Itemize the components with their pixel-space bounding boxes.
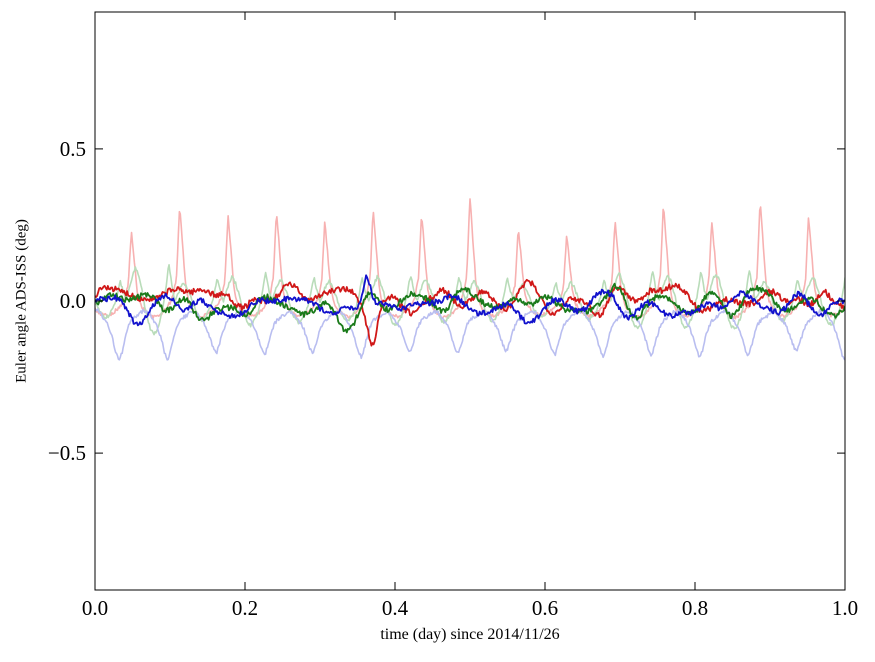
- series-line-bold-green: [95, 282, 845, 334]
- x-tick-label: 0.2: [232, 596, 258, 620]
- series-line-bold-blue: [95, 274, 845, 327]
- x-tick-label: 0.4: [382, 596, 409, 620]
- series-line-faint-blue: [95, 307, 845, 361]
- x-axis-label: time (day) since 2014/11/26: [380, 626, 560, 643]
- axis-ticks: [94, 12, 846, 590]
- series-group: [95, 198, 845, 361]
- y-axis-label: Euler angle ADS-ISS (deg): [13, 219, 30, 383]
- y-tick-label: 0.5: [60, 137, 86, 161]
- x-tick-label: 1.0: [832, 596, 858, 620]
- y-tick-label: 0.0: [60, 289, 86, 313]
- x-tick-label: 0.8: [682, 596, 708, 620]
- y-tick-label: −0.5: [48, 441, 86, 465]
- x-tick-label: 0.0: [82, 596, 108, 620]
- x-tick-label: 0.6: [532, 596, 558, 620]
